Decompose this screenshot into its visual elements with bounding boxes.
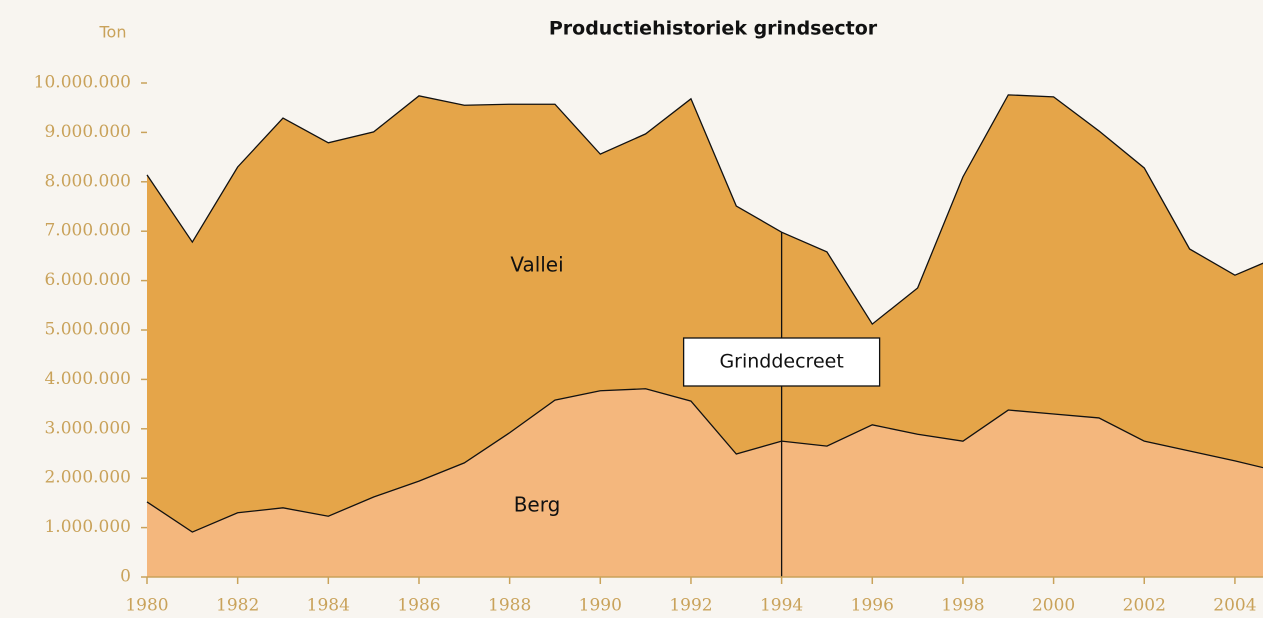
- y-tick-label: 0: [120, 567, 131, 587]
- y-tick-label: 7.000.000: [44, 221, 131, 241]
- x-tick-label: 1994: [760, 596, 803, 616]
- x-tick-label: 1996: [851, 596, 894, 616]
- annotation-text: Grinddecreet: [719, 351, 843, 373]
- chart-title: Productiehistoriek grindsector: [549, 18, 878, 40]
- x-tick-label: 1980: [125, 596, 168, 616]
- x-tick-label: 1982: [216, 596, 259, 616]
- y-tick-label: 8.000.000: [44, 171, 131, 191]
- x-tick-label: 2002: [1123, 596, 1166, 616]
- y-tick-label: 2.000.000: [44, 468, 131, 488]
- y-tick-label: 4.000.000: [44, 369, 131, 389]
- x-tick-label: 1986: [397, 596, 440, 616]
- x-tick-label: 1984: [307, 596, 350, 616]
- x-tick-label: 1990: [579, 596, 622, 616]
- y-axis-label: Ton: [99, 23, 127, 42]
- x-tick-label: 1998: [941, 596, 984, 616]
- y-tick-label: 5.000.000: [44, 320, 131, 340]
- y-tick-label: 10.000.000: [34, 73, 131, 93]
- y-tick-label: 1.000.000: [44, 517, 131, 537]
- x-tick-label: 2000: [1032, 596, 1075, 616]
- annotation-box: [682, 337, 881, 387]
- x-tick-label: 2004: [1213, 596, 1256, 616]
- series-label: Berg: [514, 493, 561, 517]
- area-outline: [146, 94, 1263, 326]
- area-outline: [146, 388, 1263, 533]
- series-label: Vallei: [510, 253, 563, 277]
- x-tick-label: 1992: [669, 596, 712, 616]
- y-tick-label: 9.000.000: [44, 122, 131, 142]
- y-tick-label: 3.000.000: [44, 418, 131, 438]
- area: [147, 94, 1263, 533]
- area: [147, 388, 1263, 577]
- x-tick-label: 1988: [488, 596, 531, 616]
- y-tick-label: 6.000.000: [44, 270, 131, 290]
